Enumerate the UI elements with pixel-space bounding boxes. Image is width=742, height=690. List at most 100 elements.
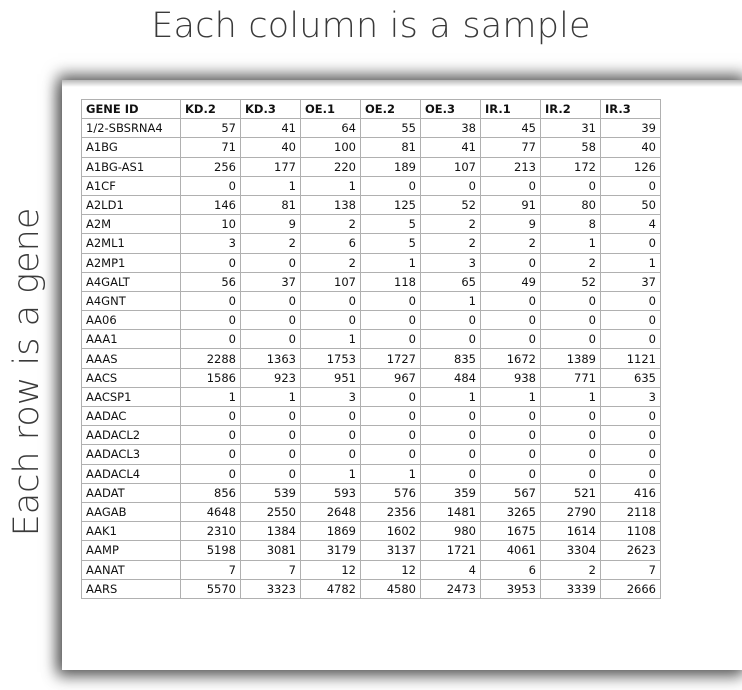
count-cell: 2 [540,252,601,273]
count-cell: 1 [300,463,361,484]
count-cell: 4 [420,559,481,580]
count-cell: 3179 [300,540,361,561]
count-cell: 91 [480,194,541,216]
count-cell: 359 [420,482,481,503]
table-row: AACSP1 1 1 3 0 1 1 1 3 [81,386,661,408]
count-cell: 37 [600,271,661,292]
count-cell: 0 [300,290,361,312]
count-cell: 7 [240,559,301,580]
count-cell: 5570 [180,578,241,599]
table-row: A2M 10 9 2 5 2 9 8 4 [81,214,661,235]
count-cell: 5 [360,214,421,235]
count-cell: 4061 [480,540,541,561]
header-sample: IR.2 [540,98,601,120]
count-cell: 0 [240,290,301,312]
count-cell: 3 [300,386,361,408]
count-cell: 0 [360,444,421,465]
count-cell: 1 [360,463,421,484]
count-cell: 0 [420,405,481,427]
count-cell: 2473 [420,578,481,599]
gene-id-cell: A2LD1 [81,194,181,216]
count-cell: 1 [420,386,481,408]
count-cell: 1753 [300,348,361,369]
count-cell: 55 [360,118,421,139]
count-cell: 0 [480,290,541,312]
count-cell: 0 [540,290,601,312]
gene-id-cell: A1BG-AS1 [81,156,181,177]
count-cell: 0 [300,425,361,446]
count-cell: 0 [180,425,241,446]
gene-id-cell: AADAT [81,482,181,503]
header-sample: KD.2 [180,98,241,120]
count-cell: 0 [360,310,421,331]
count-cell: 2118 [600,501,661,523]
count-cell: 2 [540,559,601,580]
count-cell: 0 [600,425,661,446]
header-sample: KD.3 [240,98,301,120]
count-cell: 2 [300,252,361,273]
gene-id-cell: AA06 [81,310,181,331]
gene-id-cell: AAGAB [81,501,181,523]
gene-id-cell: AADACL2 [81,425,181,446]
count-cell: 4580 [360,578,421,599]
count-cell: 3265 [480,501,541,523]
count-cell: 77 [480,137,541,158]
count-cell: 2356 [360,501,421,523]
count-cell: 4648 [180,501,241,523]
count-cell: 4 [600,214,661,235]
count-cell: 0 [600,290,661,312]
count-cell: 0 [540,175,601,196]
gene-id-cell: 1/2-SBSRNA4 [81,118,181,139]
count-cell: 593 [300,482,361,503]
count-cell: 0 [420,329,481,350]
table-row: AADACL4 0 0 1 1 0 0 0 0 [81,463,661,484]
count-cell: 3 [600,386,661,408]
gene-id-cell: A2ML1 [81,233,181,254]
count-cell: 771 [540,367,601,388]
gene-id-cell: AAA1 [81,329,181,350]
table-body: 1/2-SBSRNA4 57 41 64 55 38 45 31 39 A1BG 71 40 100 81… [81,118,661,599]
count-cell: 0 [240,405,301,427]
count-cell: 3 [180,233,241,254]
count-cell: 1 [180,386,241,408]
count-cell: 71 [180,137,241,158]
table-row: AAMP 5198 3081 3179 3137 1721 4061 3304 2623 [81,540,661,561]
count-cell: 0 [360,386,421,408]
table-row: AADAC 0 0 0 0 0 0 0 0 [81,405,661,427]
count-cell: 81 [240,194,301,216]
gene-id-cell: A4GNT [81,290,181,312]
table-row: AANAT 7 7 12 12 4 6 2 7 [81,559,661,580]
count-cell: 1602 [360,521,421,542]
count-cell: 1 [360,252,421,273]
count-cell: 1727 [360,348,421,369]
count-cell: 7 [180,559,241,580]
row-caption: Each row is a gene [7,207,47,537]
count-cell: 52 [420,194,481,216]
count-cell: 2 [480,233,541,254]
count-cell: 52 [540,271,601,292]
gene-id-cell: AANAT [81,559,181,580]
count-cell: 0 [600,329,661,350]
count-cell: 220 [300,156,361,177]
count-cell: 0 [540,425,601,446]
count-cell: 0 [420,463,481,484]
table-row: AADAT 856 539 593 576 359 567 521 416 [81,482,661,503]
gene-id-cell: AARS [81,578,181,599]
count-cell: 0 [420,175,481,196]
count-cell: 0 [180,329,241,350]
count-cell: 856 [180,482,241,503]
count-cell: 0 [600,175,661,196]
count-cell: 2 [240,233,301,254]
count-cell: 0 [600,405,661,427]
count-cell: 0 [180,290,241,312]
count-cell: 1363 [240,348,301,369]
count-cell: 1 [600,252,661,273]
count-cell: 3081 [240,540,301,561]
table-row: AAA1 0 0 1 0 0 0 0 0 [81,329,661,350]
count-cell: 118 [360,271,421,292]
count-cell: 5198 [180,540,241,561]
gene-id-cell: A1CF [81,175,181,196]
count-cell: 1 [420,290,481,312]
count-cell: 2 [420,214,481,235]
count-cell: 484 [420,367,481,388]
